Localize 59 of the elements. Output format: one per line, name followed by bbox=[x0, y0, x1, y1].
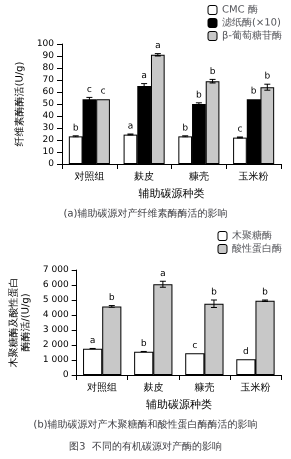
data-label: c bbox=[100, 86, 106, 97]
y-tick-label: 3 000 bbox=[42, 325, 69, 335]
y-axis-title: 木聚糖酶及酸性蛋白酶酶活/(U/g) bbox=[8, 278, 32, 368]
caption: 图3 不同的有机碳源对产酶的影响 bbox=[69, 440, 222, 452]
legend-label: β-葡萄糖苷酶 bbox=[222, 30, 282, 42]
y-axis-title: 纤维素酶酶活(U/g) bbox=[13, 61, 26, 146]
y-tick-label: 30 bbox=[42, 123, 54, 133]
data-label: b bbox=[182, 123, 188, 134]
legend-label: CMC 酶 bbox=[222, 4, 258, 16]
data-label: b bbox=[262, 288, 268, 298]
y-tick-label: 50 bbox=[42, 99, 54, 109]
y-tick-label: 4 000 bbox=[42, 310, 69, 320]
legend-label: 滤纸酶(×10) bbox=[222, 16, 282, 28]
y-tick-label: 2 000 bbox=[42, 340, 69, 350]
data-label: c bbox=[237, 124, 242, 134]
legend-label: 木聚糖酶 bbox=[232, 230, 272, 242]
y-tick-label: 90 bbox=[42, 51, 54, 61]
data-label: b bbox=[211, 288, 218, 298]
data-label: b bbox=[264, 72, 270, 82]
y-tick-label: 100 bbox=[36, 39, 54, 49]
y-tick-label: 20 bbox=[42, 135, 54, 145]
data-label: b bbox=[196, 90, 202, 100]
x-tick-label: 糠壳 bbox=[188, 170, 209, 182]
data-label: b bbox=[210, 66, 216, 77]
data-label: a bbox=[90, 336, 96, 346]
y-tick-label: 7 000 bbox=[42, 265, 69, 275]
data-label: b bbox=[250, 86, 257, 97]
data-label: b bbox=[108, 293, 115, 304]
data-label: b bbox=[72, 123, 79, 134]
y-tick-label: 6 000 bbox=[42, 280, 69, 290]
x-tick-label: 玉米粉 bbox=[238, 170, 269, 182]
x-tick-label: 糠壳 bbox=[194, 382, 214, 394]
x-tick-label: 对照组 bbox=[74, 170, 104, 182]
y-tick-label: 0 bbox=[48, 159, 54, 169]
data-label: b bbox=[140, 338, 147, 349]
y-tick-label: 0 bbox=[62, 370, 69, 380]
legend-label: 酸性蛋白酶 bbox=[232, 242, 282, 254]
x-tick-label: 麸皮 bbox=[143, 382, 164, 394]
x-tick-label: 对照组 bbox=[87, 382, 118, 394]
data-label: a bbox=[128, 122, 134, 132]
y-tick-label: 60 bbox=[42, 87, 54, 97]
x-axis-title: 辅助碳源种类 bbox=[146, 398, 212, 411]
data-label: a bbox=[155, 41, 161, 52]
y-tick-label: 40 bbox=[42, 111, 54, 121]
y-tick-label: 10 bbox=[42, 147, 54, 157]
y-tick-label: 5 000 bbox=[42, 295, 69, 305]
x-tick-label: 麸皮 bbox=[134, 170, 154, 182]
data-label: a bbox=[160, 268, 166, 279]
y-tick-label: 70 bbox=[42, 75, 54, 85]
data-label: a bbox=[141, 71, 147, 82]
y-tick-label: 1 000 bbox=[42, 355, 69, 365]
text: (b)辅助碳源对产木聚糖酶和酸性蛋白酶酶活的影响 bbox=[33, 418, 258, 430]
data-label: c bbox=[192, 340, 198, 351]
text: (a)辅助碳源对产纤维素酶酶活的影响 bbox=[64, 208, 228, 220]
y-tick-label: 80 bbox=[42, 63, 54, 73]
x-tick-label: 玉米粉 bbox=[240, 382, 270, 394]
data-label: c bbox=[86, 84, 92, 95]
data-label: d bbox=[243, 346, 249, 357]
x-axis-title: 辅助碳源种类 bbox=[138, 187, 204, 200]
